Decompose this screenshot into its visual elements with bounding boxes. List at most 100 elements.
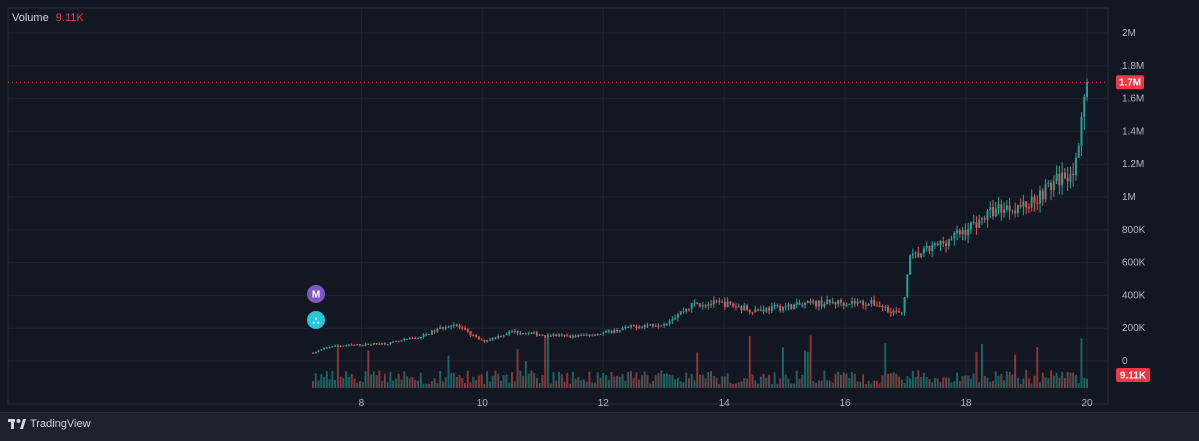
candle-body <box>383 343 386 345</box>
candle-body <box>881 306 884 308</box>
volume-bar <box>602 373 605 388</box>
volume-bar <box>1086 378 1088 388</box>
volume-bar <box>873 380 876 388</box>
candle-body <box>552 334 555 337</box>
volume-bar <box>555 380 558 388</box>
volume-bar <box>762 373 765 388</box>
candle-body <box>911 253 914 256</box>
candle-body <box>751 312 754 314</box>
candle-body <box>350 344 353 346</box>
volume-bar <box>1016 378 1019 388</box>
candle-body <box>820 300 823 307</box>
volume-bar <box>317 380 320 388</box>
candle-body <box>1014 210 1017 214</box>
candle-body <box>718 300 721 302</box>
candle-body <box>596 334 599 336</box>
volume-bar <box>696 352 699 388</box>
volume-bar <box>618 376 621 388</box>
volume-bar <box>892 372 895 388</box>
volume-bar <box>328 379 331 388</box>
volume-bar <box>444 377 447 388</box>
candle-body <box>997 204 1000 209</box>
volume-bar <box>812 381 815 388</box>
volume-bar <box>729 382 732 388</box>
volume-bar <box>748 336 751 388</box>
volume-bar <box>776 383 779 388</box>
candle-body <box>743 305 746 311</box>
candle-body <box>1052 181 1055 190</box>
candle-body <box>784 306 787 308</box>
volume-bar <box>624 380 627 388</box>
volume-bar <box>906 376 909 388</box>
candle-body <box>928 245 931 252</box>
y-tick-label: 1.4M <box>1122 126 1144 137</box>
volume-bar <box>693 380 696 388</box>
volume-bar <box>831 382 834 388</box>
candle-body <box>317 350 320 352</box>
volume-bar <box>660 370 663 388</box>
candle-body <box>1027 207 1030 209</box>
volume-bar <box>621 374 624 388</box>
volume-bar <box>997 375 1000 388</box>
candle-body <box>909 255 912 275</box>
candle-body <box>834 301 837 305</box>
volume-bar <box>721 376 724 388</box>
candle-body <box>353 344 356 346</box>
volume-bar <box>964 375 967 388</box>
candle-body <box>632 325 635 327</box>
candle-body <box>555 334 558 337</box>
candle-body <box>898 311 900 313</box>
candle-body <box>975 222 978 228</box>
plot-border <box>7 7 1109 405</box>
y-tick-label: 600K <box>1122 258 1146 269</box>
candle-body <box>734 306 737 308</box>
price-chart[interactable]: 0 200K 400K 600K 800K 1M 1.2M 1.4M 1.6M 1.8M 2M 8 10… <box>0 0 1199 412</box>
volume-bar <box>961 376 964 388</box>
candle-body <box>375 343 378 345</box>
candle-body <box>704 305 707 307</box>
volume-bar <box>334 380 337 388</box>
y-tick-label: 0 <box>1122 356 1128 367</box>
volume-bar <box>500 380 502 388</box>
candle-body <box>339 345 342 347</box>
candle-body <box>732 303 735 307</box>
volume-bar <box>508 382 511 388</box>
candle-body <box>433 330 436 332</box>
candle-body <box>610 330 613 333</box>
candle-body <box>931 244 934 252</box>
volume-bar <box>475 380 478 388</box>
volume-bar <box>394 378 397 388</box>
volume-bar <box>909 378 912 388</box>
candle-body <box>721 301 724 303</box>
volume-bar <box>765 377 768 388</box>
candle-body <box>591 334 594 336</box>
candle-body <box>613 329 616 333</box>
candle-body <box>486 340 489 342</box>
candle-body <box>403 338 406 341</box>
volume-bar <box>632 377 635 388</box>
tradingview-brand[interactable]: TradingView <box>8 418 91 430</box>
volume-bar <box>312 381 314 388</box>
volume-bar <box>967 375 970 388</box>
candle-body <box>1041 190 1044 200</box>
candle-body <box>560 334 563 336</box>
candle-body <box>723 301 726 308</box>
candle-body <box>947 239 950 247</box>
candle-body <box>519 333 522 335</box>
volume-bar <box>591 382 594 388</box>
volume-bar <box>430 381 433 388</box>
volume-bar <box>519 370 522 388</box>
candle-body <box>638 326 641 329</box>
volume-bar <box>616 375 619 388</box>
volume-bar <box>480 374 483 388</box>
volume-bar <box>859 382 862 388</box>
y-tick-label: 1.2M <box>1122 159 1144 170</box>
volume-bar <box>939 381 942 388</box>
candle-body <box>815 301 818 307</box>
volume-bar <box>375 375 378 388</box>
candle-body <box>781 307 784 311</box>
volume-bar <box>676 377 679 388</box>
volume-bar <box>552 371 555 388</box>
volume-bar <box>674 379 677 388</box>
volume-bar <box>1044 377 1047 388</box>
